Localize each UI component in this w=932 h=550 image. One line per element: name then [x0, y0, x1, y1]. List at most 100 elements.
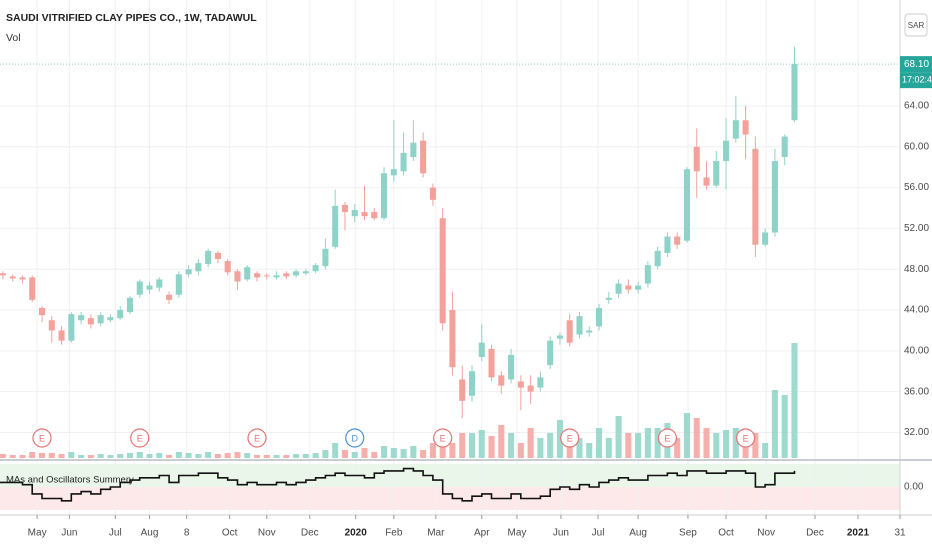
currency-box[interactable]: [904, 13, 928, 37]
volume-bar: [156, 453, 163, 458]
candle-body: [381, 173, 388, 219]
volume-bar: [97, 454, 104, 458]
event-label: D: [351, 433, 358, 443]
candle-body: [625, 285, 632, 290]
candle-body: [566, 320, 573, 343]
x-tick-label: 31: [894, 528, 906, 539]
volume-bar: [449, 443, 456, 458]
x-tick-label: Dec: [806, 528, 824, 539]
candle-body: [234, 271, 241, 282]
volume-bar: [635, 433, 642, 458]
event-marker[interactable]: [657, 428, 678, 448]
event-marker[interactable]: [433, 428, 453, 448]
event-marker[interactable]: [345, 428, 365, 448]
x-tick-label: Jul: [109, 528, 122, 539]
volume-bar: [332, 443, 339, 458]
x-tick-label: May: [507, 528, 526, 539]
x-tick-label: 8: [184, 528, 190, 539]
volume-bar: [381, 446, 388, 458]
candle-body: [605, 297, 612, 300]
candle-body: [361, 212, 368, 217]
x-tick-label: Oct: [718, 528, 734, 539]
volume-bar: [713, 433, 720, 458]
volume-bar: [703, 428, 710, 458]
candle-body: [771, 161, 778, 233]
volume-bar: [556, 420, 563, 458]
volume-bar: [244, 453, 251, 458]
volume-bar: [732, 428, 739, 458]
volume-bar: [771, 390, 778, 458]
candle-body: [400, 152, 407, 172]
countdown-box: [900, 72, 932, 89]
volume-bar: [517, 443, 524, 458]
candle-body: [136, 281, 143, 295]
x-tick-label: Jun: [61, 528, 77, 539]
volume-bar: [146, 454, 153, 458]
candle-body: [19, 277, 26, 280]
candle-body: [224, 261, 231, 273]
candle-body: [537, 377, 544, 388]
candle-body: [664, 236, 671, 253]
event-marker[interactable]: [32, 428, 52, 448]
candle-body: [214, 252, 221, 260]
volume-bar: [400, 449, 407, 458]
x-tick-label: Mar: [427, 528, 445, 539]
volume-bar: [38, 453, 46, 458]
volume-bar: [322, 450, 329, 458]
candle-body: [654, 250, 661, 267]
y-tick-label: 36.00: [904, 386, 929, 397]
volume-bar: [371, 452, 378, 458]
volume-bar: [625, 433, 632, 458]
candle-body: [762, 232, 769, 245]
volume-bar: [175, 452, 182, 458]
osc-negative-zone: [0, 487, 900, 510]
candle-body: [517, 381, 524, 388]
y-tick-label: 60.00: [904, 141, 929, 152]
y-tick-label: 32.00: [904, 427, 929, 438]
oscillator-title: MAs and Oscillators Summery: [6, 475, 134, 486]
volume-bar: [586, 443, 593, 458]
event-marker[interactable]: [130, 428, 150, 448]
volume-bar: [283, 455, 290, 458]
candle-body: [732, 120, 739, 139]
y-tick-label: 40.00: [904, 345, 929, 356]
volume-bar: [762, 443, 769, 458]
volume-bar: [312, 453, 319, 458]
currency: SAR: [908, 21, 925, 30]
candle-body: [644, 265, 651, 284]
volume-bar: [459, 433, 466, 458]
event-marker[interactable]: [560, 428, 580, 448]
volume-bar: [420, 450, 427, 458]
candle-body: [97, 315, 104, 324]
volume-bar: [19, 455, 26, 458]
event-marker[interactable]: [247, 428, 267, 448]
volume-bar: [439, 438, 446, 458]
candle-body: [498, 375, 505, 386]
volume-bar: [214, 454, 221, 458]
candle-body: [781, 136, 788, 157]
volume-bar: [791, 343, 798, 458]
volume-bar: [576, 438, 583, 458]
volume-bar: [595, 428, 603, 458]
volume-bar: [224, 453, 231, 458]
volume-bar: [351, 452, 358, 458]
volume-bar: [58, 454, 65, 458]
candle-body: [29, 277, 36, 300]
candle-body: [185, 269, 192, 275]
event-marker[interactable]: [736, 428, 756, 448]
candle-body: [449, 310, 456, 368]
volume-bar: [293, 454, 300, 458]
candle-body: [429, 187, 436, 200]
volume-bar: [674, 438, 681, 458]
candle-body: [166, 294, 173, 300]
event-label: E: [137, 433, 143, 443]
x-tick-label: Oct: [222, 528, 238, 539]
volume-bar: [87, 455, 94, 458]
volume-bar: [29, 452, 36, 458]
x-tick-label: Feb: [385, 528, 403, 539]
volume-bar: [205, 452, 212, 458]
volume-bar: [9, 455, 16, 458]
candle-body: [410, 142, 417, 157]
candle-body: [595, 308, 603, 327]
volume-bar: [68, 452, 75, 458]
